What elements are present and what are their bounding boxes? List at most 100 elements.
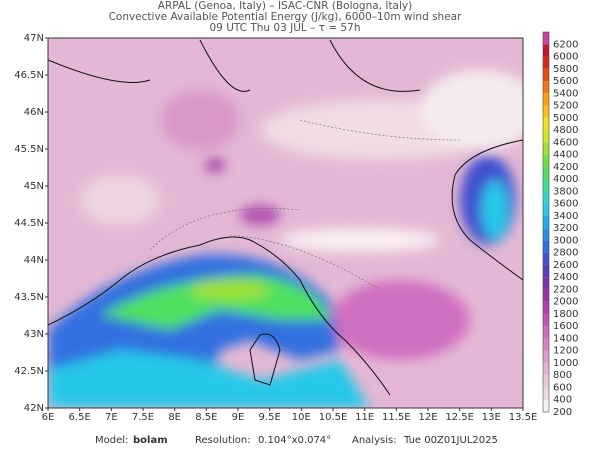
colorbar-swatch xyxy=(543,240,549,253)
lon-label: 11.5E xyxy=(382,412,411,423)
colorbar-label: 600 xyxy=(553,382,572,393)
colorbar-swatch xyxy=(543,203,549,216)
lat-label: 45.5N xyxy=(14,144,44,155)
colorbar-swatch xyxy=(543,375,549,388)
lon-label: 6.5E xyxy=(69,412,91,423)
header-line: 09 UTC Thu 03 JUL – τ = 57h xyxy=(210,22,361,34)
footer-value: bolam xyxy=(133,435,168,446)
colorbar-label: 3000 xyxy=(553,235,578,246)
colorbar-label: 3800 xyxy=(553,186,578,197)
lon-label: 8E xyxy=(168,412,181,423)
colorbar-label: 200 xyxy=(553,407,572,418)
footer-value: 0.104°x0.074° xyxy=(258,435,331,446)
lat-label: 42.5N xyxy=(14,366,44,377)
colorbar-label: 1400 xyxy=(553,333,578,344)
colorbar-label: 1600 xyxy=(553,321,578,332)
colorbar-label: 5000 xyxy=(553,113,578,124)
colorbar-label: 3600 xyxy=(553,199,578,210)
colorbar-label: 4600 xyxy=(553,137,578,148)
colorbar-swatch xyxy=(543,117,549,131)
footer-value: Tue 00Z01JUL2025 xyxy=(403,435,498,446)
lat-label: 44.5N xyxy=(14,218,44,229)
colorbar-swatch xyxy=(543,68,549,82)
colorbar-swatch xyxy=(543,56,549,69)
colorbar-swatch xyxy=(543,228,549,241)
colorbar-label: 2000 xyxy=(553,297,578,308)
lon-label: 13E xyxy=(482,412,501,423)
lon-label: 12E xyxy=(418,412,437,423)
lon-label: 10.5E xyxy=(319,412,348,423)
colorbar-label: 800 xyxy=(553,370,572,381)
lon-label: 13.5E xyxy=(509,412,538,423)
colorbar-label: 5400 xyxy=(553,88,578,99)
header-line: Convective Available Potential Energy (J… xyxy=(109,11,463,23)
colorbar-label: 2400 xyxy=(553,272,578,283)
lat-label: 42N xyxy=(24,403,44,414)
colorbar-label: 4200 xyxy=(553,162,578,173)
lat-label: 46N xyxy=(24,107,44,118)
colorbar-swatch xyxy=(543,252,549,265)
lon-label: 10E xyxy=(292,412,311,423)
colorbar-swatch xyxy=(543,166,549,180)
colorbar-swatch xyxy=(543,32,549,45)
colorbar-label: 5800 xyxy=(553,64,578,75)
colorbar-label: 5600 xyxy=(553,76,578,87)
colorbar-label: 4000 xyxy=(553,174,578,185)
colorbar-label: 6200 xyxy=(553,39,578,50)
colorbar-swatch xyxy=(543,154,549,167)
colorbar-label: 5200 xyxy=(553,101,578,112)
lon-label: 7E xyxy=(105,412,118,423)
colorbar-label: 6000 xyxy=(553,52,578,63)
colorbar-label: 2800 xyxy=(553,248,578,259)
colorbar-swatch xyxy=(543,362,549,376)
colorbar-swatch xyxy=(543,179,549,192)
colorbar-label: 1800 xyxy=(553,309,578,320)
colorbar-swatch xyxy=(543,313,549,327)
lon-label: 8.5E xyxy=(195,412,217,423)
colorbar-label: 3200 xyxy=(553,223,578,234)
lat-label: 43N xyxy=(24,329,44,340)
colorbar-swatch xyxy=(543,93,549,106)
lon-label: 11E xyxy=(355,412,374,423)
colorbar-swatch xyxy=(543,105,549,118)
colorbar-swatch xyxy=(543,338,549,351)
colorbar-swatch xyxy=(543,81,549,94)
colorbar-swatch xyxy=(543,277,549,290)
colorbar-swatch xyxy=(543,399,549,412)
colorbar-swatch xyxy=(543,264,549,278)
colorbar-swatch xyxy=(543,44,549,57)
colorbar-swatch xyxy=(543,289,549,302)
footer-label: Analysis: xyxy=(352,435,397,446)
colorbar-label: 4400 xyxy=(553,150,578,161)
colorbar-swatch xyxy=(543,350,549,363)
colorbar-swatch xyxy=(543,130,549,143)
footer-label: Resolution: xyxy=(195,435,251,446)
colorbar-label: 3400 xyxy=(553,211,578,222)
colorbar-label: 2200 xyxy=(553,284,578,295)
colorbar-swatch xyxy=(543,301,549,314)
lat-label: 45N xyxy=(24,181,44,192)
lon-label: 9.5E xyxy=(259,412,281,423)
colorbar-label: 1200 xyxy=(553,346,578,357)
lat-label: 47N xyxy=(24,33,44,44)
header-line: ARPAL (Genoa, Italy) – ISAC-CNR (Bologna… xyxy=(158,0,412,12)
colorbar-swatch xyxy=(543,142,549,155)
footer-label: Model: xyxy=(95,435,128,446)
lon-label: 6E xyxy=(42,412,55,423)
lon-label: 7.5E xyxy=(132,412,154,423)
colorbar-swatch xyxy=(543,191,549,204)
colorbar-swatch xyxy=(543,387,549,400)
lon-label: 9E xyxy=(232,412,245,423)
colorbar-swatch xyxy=(543,215,549,229)
lat-label: 43.5N xyxy=(14,292,44,303)
colorbar-label: 400 xyxy=(553,395,572,406)
colorbar-label: 4800 xyxy=(553,125,578,136)
lat-label: 46.5N xyxy=(14,70,44,81)
colorbar-label: 1000 xyxy=(553,358,578,369)
lon-label: 12.5E xyxy=(445,412,474,423)
colorbar-label: 2600 xyxy=(553,260,578,271)
colorbar-swatch xyxy=(543,326,549,339)
map-field xyxy=(48,38,523,408)
lat-label: 44N xyxy=(24,255,44,266)
